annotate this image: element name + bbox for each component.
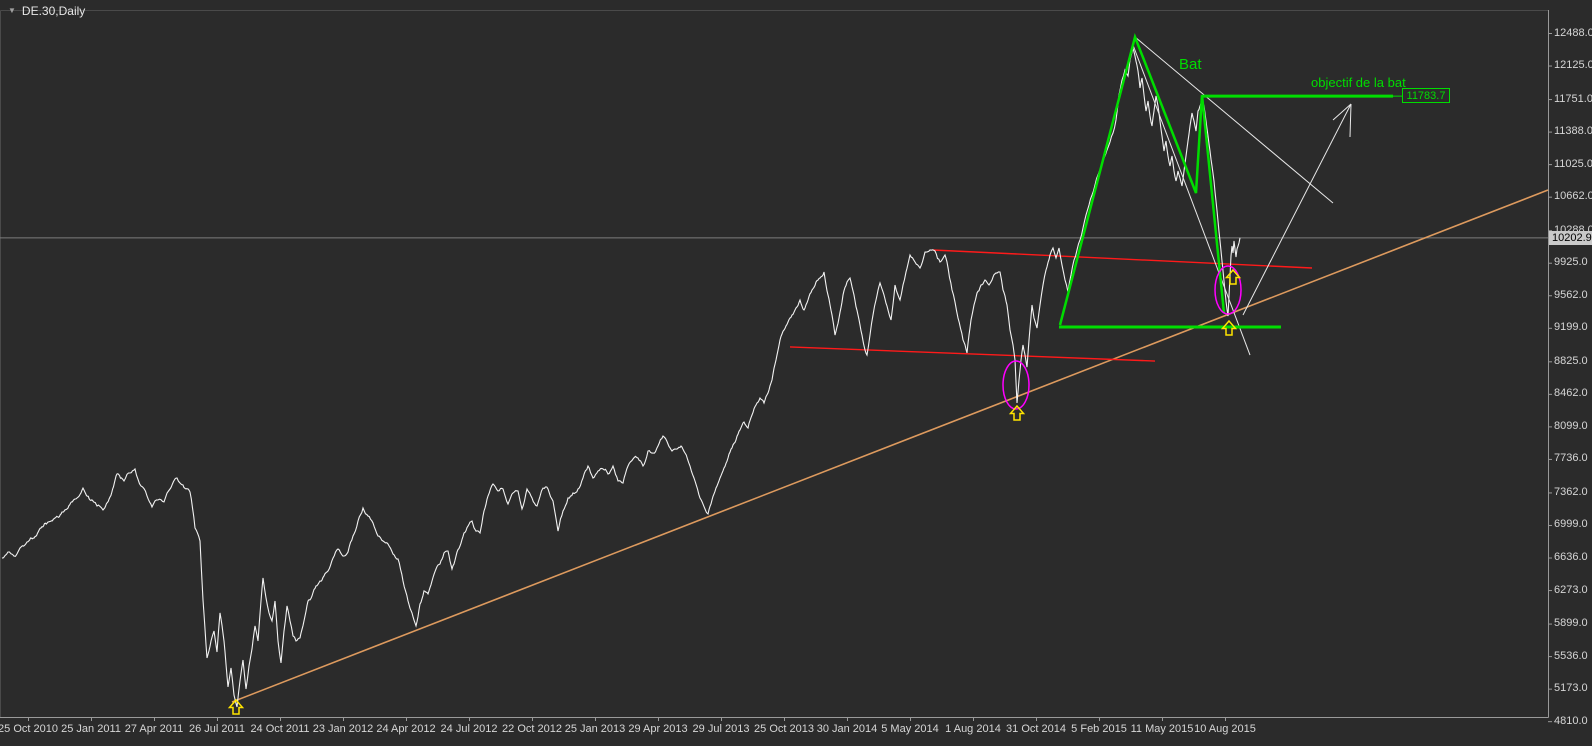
price-axis[interactable]: 12488.0 12125.0 11751.0 11388.0 11025.0 10662… (1548, 0, 1592, 727)
price-axis-label: 7362.0 (1554, 485, 1588, 498)
date-axis-label: 27 Apr 2011 (124, 723, 184, 735)
date-axis-label: 24 Apr 2012 (376, 723, 436, 735)
price-axis-label: 5899.0 (1554, 617, 1588, 630)
white-arrowhead (1332, 103, 1352, 138)
up-arrow-marker[interactable] (1220, 319, 1238, 336)
objective-label: objectif de la bat (1311, 75, 1406, 90)
price-axis-label: 8462.0 (1554, 387, 1588, 400)
price-axis-label: 11751.0 (1554, 92, 1592, 105)
price-axis-label: 11025.0 (1554, 157, 1592, 170)
date-axis-label: 30 Jan 2014 (816, 723, 878, 735)
price-axis-label: 9562.0 (1554, 288, 1588, 301)
price-axis-label: 5536.0 (1554, 649, 1588, 662)
date-axis-label: 24 Jul 2012 (440, 723, 498, 735)
date-axis-label: 25 Oct 2010 (0, 723, 58, 735)
date-axis-label: 29 Jul 2013 (692, 723, 750, 735)
price-axis-label: 6636.0 (1554, 551, 1588, 563)
date-axis-label: 1 Aug 2014 (945, 723, 1001, 735)
price-axis-label: 9199.0 (1554, 321, 1588, 334)
price-axis-label: 6273.0 (1554, 583, 1588, 596)
price-axis-label: 12488.0 (1554, 26, 1592, 39)
date-axis-label: 11 May 2015 (1130, 723, 1194, 735)
current-price-tag: 10202.9 (1549, 231, 1592, 245)
plot-frame-axes (0, 10, 1549, 718)
chevron-down-icon: ▼ (8, 6, 16, 15)
white-trendline[interactable] (1134, 36, 1334, 204)
date-axis-label: 23 Jan 2012 (312, 723, 374, 735)
date-axis-label: 10 Aug 2015 (1194, 723, 1256, 735)
price-axis-label: 10662.0 (1554, 190, 1592, 203)
up-arrow-marker[interactable] (227, 698, 245, 715)
up-arrow-marker[interactable] (1008, 404, 1026, 421)
date-axis-label: 25 Oct 2013 (754, 723, 814, 735)
price-axis-label: 5173.0 (1554, 682, 1588, 695)
reversal-ellipse[interactable] (1002, 360, 1030, 410)
date-axis-label: 5 May 2014 (881, 723, 939, 735)
date-axis-label: 5 Feb 2015 (1071, 723, 1127, 735)
symbol-label-text: DE.30,Daily (21, 4, 86, 18)
white-trendline[interactable] (1132, 44, 1251, 356)
objective-price-tag: 11783.7 (1402, 88, 1450, 103)
date-axis-label: 24 Oct 2011 (250, 723, 310, 735)
white-trendline[interactable] (1242, 103, 1352, 316)
price-axis-label: 11388.0 (1554, 125, 1592, 138)
price-axis-label: 12125.0 (1554, 59, 1592, 72)
orange-trendline[interactable] (231, 189, 1549, 703)
bat-pattern-lines[interactable] (1058, 32, 1226, 326)
reversal-ellipse[interactable] (1214, 265, 1242, 315)
price-axis-label: 8825.0 (1554, 354, 1588, 367)
time-axis[interactable]: 25 Oct 2010 25 Jan 2011 27 Apr 2011 26 Jul … (0, 717, 1592, 746)
bat-pattern-label: Bat (1179, 56, 1202, 73)
symbol-label: ▼ DE.30,Daily (8, 4, 85, 18)
date-axis-label: 22 Oct 2012 (502, 723, 562, 735)
price-axis-label: 7736.0 (1554, 452, 1588, 465)
price-axis-label: 4810.0 (1554, 714, 1588, 727)
price-axis-label: 8099.0 (1554, 419, 1588, 432)
date-axis-label: 29 Apr 2013 (628, 723, 688, 735)
date-axis-label: 25 Jan 2013 (564, 723, 626, 735)
red-trendline[interactable] (932, 249, 1313, 269)
red-trendline[interactable] (789, 346, 1156, 362)
price-axis-label: 9925.0 (1554, 256, 1588, 269)
date-axis-label: 31 Oct 2014 (1006, 723, 1066, 735)
price-line (1, 45, 1241, 708)
date-axis-label: 25 Jan 2011 (61, 723, 121, 735)
date-axis-label: 26 Jul 2011 (188, 723, 246, 735)
price-axis-label: 6999.0 (1554, 518, 1588, 531)
up-arrow-marker[interactable] (1224, 268, 1242, 285)
